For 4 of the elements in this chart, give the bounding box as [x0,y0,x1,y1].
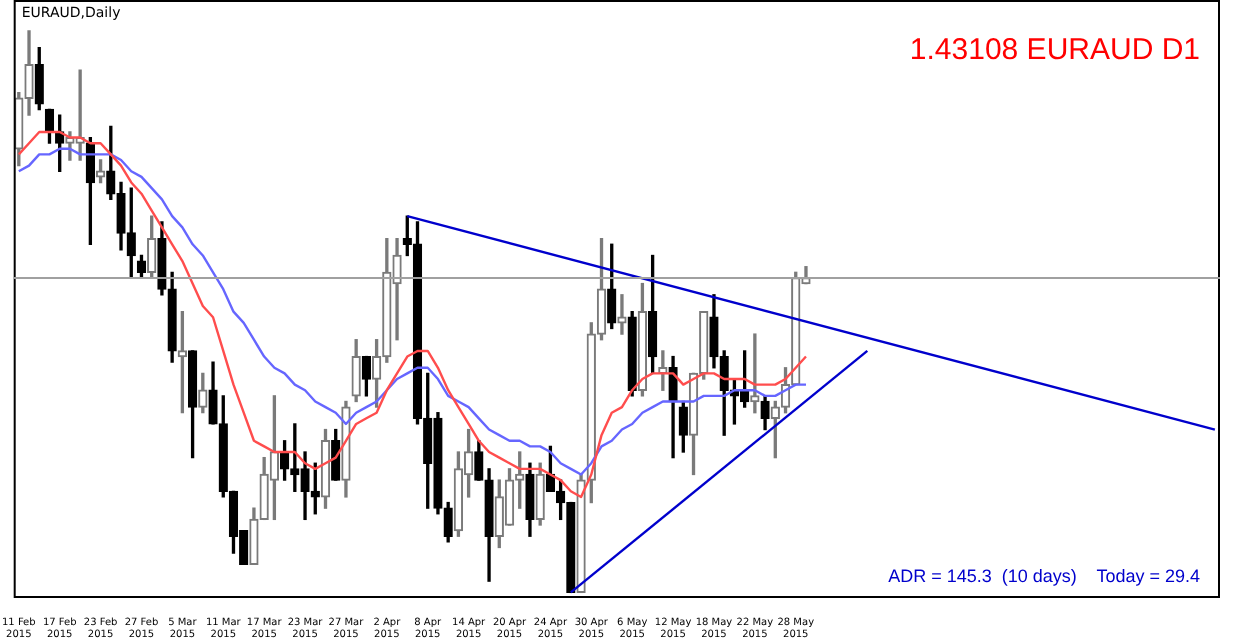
annotation: 1.43108 EURAUD D1 [909,33,1200,68]
candlestick [750,333,760,414]
annotation: ADR = 145.3 (10 days) Today = 29.4 [888,565,1200,586]
candlestick [617,294,627,335]
